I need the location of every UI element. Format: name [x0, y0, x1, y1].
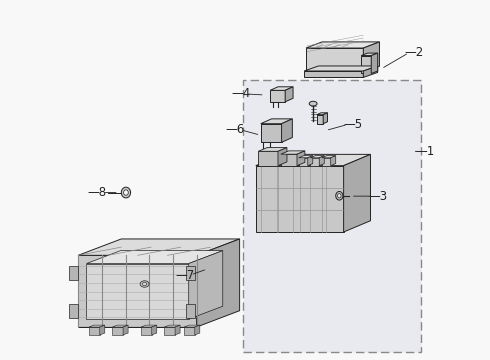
Polygon shape: [317, 115, 323, 124]
Polygon shape: [195, 325, 200, 335]
Polygon shape: [331, 156, 336, 166]
Polygon shape: [371, 53, 378, 73]
Text: —2: —2: [405, 46, 424, 59]
Text: —1: —1: [416, 145, 435, 158]
Polygon shape: [87, 264, 189, 319]
Bar: [186, 266, 195, 280]
Polygon shape: [282, 119, 293, 142]
Polygon shape: [256, 166, 343, 232]
Text: —3: —3: [368, 190, 388, 203]
Polygon shape: [299, 156, 313, 158]
Polygon shape: [123, 325, 128, 335]
Bar: [69, 304, 78, 318]
Polygon shape: [299, 158, 308, 166]
Polygon shape: [78, 255, 196, 327]
Polygon shape: [281, 154, 297, 166]
Ellipse shape: [143, 282, 147, 285]
Bar: [186, 304, 195, 318]
Polygon shape: [184, 325, 200, 327]
Text: —8: —8: [88, 186, 107, 199]
Polygon shape: [310, 158, 319, 166]
Ellipse shape: [140, 281, 149, 287]
Polygon shape: [304, 71, 364, 77]
Polygon shape: [306, 42, 379, 48]
Polygon shape: [89, 325, 105, 327]
Polygon shape: [100, 325, 105, 335]
Polygon shape: [278, 148, 287, 166]
Polygon shape: [152, 325, 157, 335]
Polygon shape: [78, 239, 240, 255]
Polygon shape: [112, 327, 123, 335]
Polygon shape: [364, 42, 379, 72]
Bar: [69, 266, 78, 280]
Text: —4: —4: [231, 87, 250, 100]
Polygon shape: [164, 327, 175, 335]
Polygon shape: [189, 251, 223, 319]
Ellipse shape: [309, 101, 317, 106]
Text: —6: —6: [226, 123, 245, 136]
Polygon shape: [141, 327, 152, 335]
Polygon shape: [364, 66, 378, 77]
Polygon shape: [308, 156, 313, 166]
Polygon shape: [319, 156, 324, 166]
Ellipse shape: [336, 192, 343, 200]
Polygon shape: [196, 239, 240, 327]
Polygon shape: [261, 124, 282, 142]
Ellipse shape: [123, 190, 128, 195]
Polygon shape: [343, 154, 370, 232]
Polygon shape: [281, 151, 305, 154]
Polygon shape: [270, 90, 285, 102]
Polygon shape: [164, 325, 180, 327]
Polygon shape: [361, 55, 371, 73]
Text: —7: —7: [175, 269, 195, 282]
Polygon shape: [87, 251, 223, 264]
Polygon shape: [304, 66, 378, 71]
Polygon shape: [322, 156, 336, 158]
Polygon shape: [285, 87, 293, 102]
Ellipse shape: [122, 187, 131, 198]
Polygon shape: [258, 148, 287, 151]
Polygon shape: [89, 327, 100, 335]
Polygon shape: [112, 325, 128, 327]
Polygon shape: [310, 156, 324, 158]
Polygon shape: [256, 154, 370, 166]
Polygon shape: [258, 151, 278, 166]
Polygon shape: [323, 113, 327, 124]
Polygon shape: [317, 113, 327, 115]
Polygon shape: [306, 48, 364, 72]
Polygon shape: [322, 158, 331, 166]
Polygon shape: [270, 87, 293, 90]
Text: —5: —5: [343, 118, 363, 131]
Polygon shape: [361, 53, 378, 55]
Polygon shape: [175, 325, 180, 335]
Polygon shape: [141, 325, 157, 327]
Polygon shape: [261, 119, 293, 124]
FancyBboxPatch shape: [243, 80, 421, 352]
Polygon shape: [184, 327, 195, 335]
Ellipse shape: [338, 194, 341, 198]
Polygon shape: [297, 151, 305, 166]
